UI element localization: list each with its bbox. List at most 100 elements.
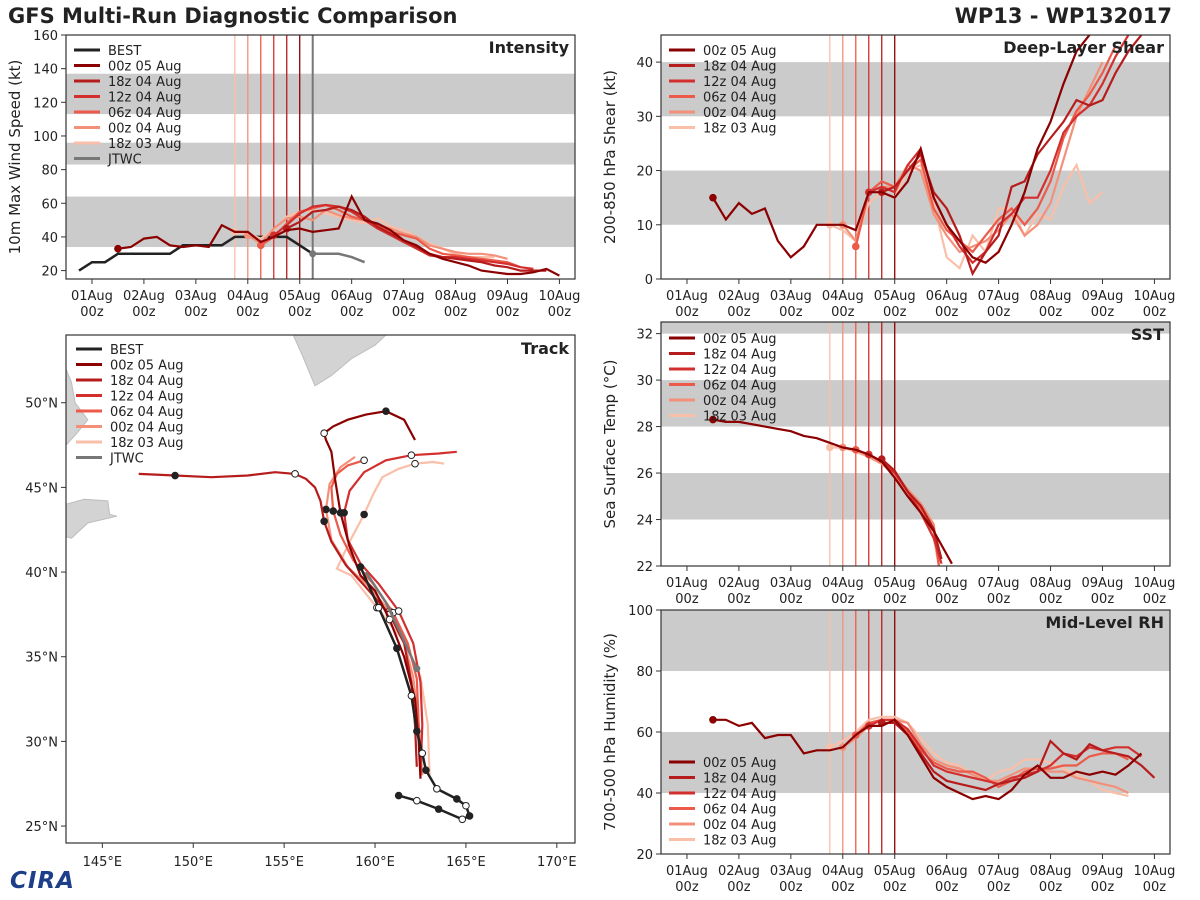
rh-title: Mid-Level RH bbox=[1045, 613, 1164, 632]
rh-init-point-0 bbox=[709, 716, 717, 724]
sst-ytick-label: 30 bbox=[636, 374, 653, 389]
track-point-2 bbox=[407, 451, 416, 460]
track-title: Track bbox=[521, 339, 569, 358]
rh-legend-label: 00z 04 Aug bbox=[703, 818, 777, 833]
track-point-5 bbox=[411, 459, 419, 468]
intensity-init-point-0 bbox=[114, 244, 122, 253]
track-panel: 25°N 30°N 35°N 40°N 45°N 50°N 145°E 150°E 155°E 1… bbox=[25, 334, 577, 870]
intensity-legend-label: 00z 04 Aug bbox=[108, 122, 182, 137]
shear-xtick-label: 08Aug bbox=[1030, 289, 1072, 304]
rh-xtick-sublabel: 00z bbox=[1091, 880, 1115, 895]
sst-series-0 bbox=[712, 418, 953, 565]
sst-xtick-label: 07Aug bbox=[978, 576, 1020, 591]
shear-legend-label: 12z 04 Aug bbox=[703, 75, 777, 90]
shear-xtick-sublabel: 00z bbox=[727, 305, 751, 320]
intensity-xtick-sublabel: 00z bbox=[496, 305, 520, 320]
track-xtick-label: 155°E bbox=[264, 855, 304, 870]
shear-legend-label: 18z 04 Aug bbox=[703, 60, 777, 75]
shear-xtick-label: 10Aug bbox=[1133, 289, 1175, 304]
rh-ytick-label: 100 bbox=[628, 604, 653, 619]
track-xtick-label: 165°E bbox=[446, 855, 486, 870]
shear-legend-label: 00z 04 Aug bbox=[703, 106, 777, 121]
rh-xtick-label: 08Aug bbox=[1030, 864, 1072, 879]
sst-xtick-sublabel: 00z bbox=[675, 592, 699, 607]
track-best-point bbox=[418, 749, 427, 758]
track-jtwc-point bbox=[413, 665, 421, 673]
shear-xtick-sublabel: 00z bbox=[675, 305, 699, 320]
track-best-point bbox=[458, 815, 467, 824]
sst-ytick-label: 22 bbox=[636, 560, 653, 575]
track-point-0 bbox=[320, 429, 328, 438]
sst-ytick-label: 32 bbox=[636, 328, 653, 343]
shear-band-0 bbox=[661, 170, 1170, 225]
track-best-point bbox=[356, 563, 365, 571]
sst-xtick-sublabel: 00z bbox=[987, 592, 1011, 607]
sst-xtick-sublabel: 00z bbox=[779, 592, 803, 607]
intensity-ytick-label: 40 bbox=[41, 231, 58, 246]
rh-plot-area bbox=[661, 610, 1170, 854]
rh-series-0 bbox=[712, 718, 1143, 801]
rh-xtick-sublabel: 00z bbox=[1039, 880, 1063, 895]
shear-xtick-sublabel: 00z bbox=[883, 305, 907, 320]
track-legend-label: 18z 04 Aug bbox=[110, 374, 184, 389]
rh-xtick-sublabel: 00z bbox=[1143, 880, 1167, 895]
track-point-5 bbox=[360, 510, 368, 519]
track-plot-area bbox=[66, 335, 474, 824]
sst-xtick-sublabel: 00z bbox=[1143, 592, 1167, 607]
intensity-ytick-label: 80 bbox=[41, 164, 58, 179]
intensity-xtick-sublabel: 00z bbox=[132, 305, 156, 320]
shear-xtick-label: 07Aug bbox=[978, 289, 1020, 304]
track-series-0 bbox=[322, 410, 422, 779]
track-xtick-label: 170°E bbox=[537, 855, 577, 870]
sst-xtick-label: 08Aug bbox=[1030, 576, 1072, 591]
track-best-point bbox=[453, 795, 461, 803]
rh-ytick-label: 60 bbox=[636, 726, 653, 741]
intensity-xtick-sublabel: 00z bbox=[548, 305, 572, 320]
track-jtwc-line bbox=[364, 571, 418, 670]
track-best-point bbox=[433, 785, 441, 793]
intensity-ytick-label: 20 bbox=[41, 265, 58, 280]
rh-xtick-label: 01Aug bbox=[666, 864, 708, 879]
shear-xtick-sublabel: 00z bbox=[1091, 305, 1115, 320]
sst-ytick-label: 24 bbox=[636, 514, 653, 529]
track-xtick-label: 150°E bbox=[173, 855, 213, 870]
shear-xtick-sublabel: 00z bbox=[987, 305, 1011, 320]
intensity-ylabel: 10m Max Wind Speed (kt) bbox=[6, 60, 24, 255]
shear-xtick-label: 05Aug bbox=[874, 289, 916, 304]
track-ytick-label: 30°N bbox=[25, 735, 58, 750]
sst-frame bbox=[660, 321, 1171, 567]
track-point-3 bbox=[360, 456, 368, 465]
shear-ytick-label: 0 bbox=[645, 273, 653, 288]
intensity-xtick-label: 06Aug bbox=[331, 289, 373, 304]
shear-legend-label: 18z 03 Aug bbox=[703, 122, 777, 137]
rh-xtick-sublabel: 00z bbox=[831, 880, 855, 895]
intensity-xtick-label: 10Aug bbox=[538, 289, 580, 304]
track-series-1 bbox=[138, 471, 418, 767]
shear-title: Deep-Layer Shear bbox=[1003, 38, 1164, 57]
intensity-series-1 bbox=[286, 205, 547, 272]
sst-legend-label: 00z 04 Aug bbox=[703, 394, 777, 409]
track-ytick-label: 50°N bbox=[25, 397, 58, 412]
track-best-point bbox=[462, 801, 470, 810]
shear-xtick-label: 04Aug bbox=[822, 289, 864, 304]
rh-band-1 bbox=[661, 610, 1170, 671]
cira-logo-text: CIRA bbox=[10, 868, 75, 894]
shear-xtick-label: 09Aug bbox=[1082, 289, 1124, 304]
intensity-xtick-label: 02Aug bbox=[123, 289, 165, 304]
intensity-band-2 bbox=[66, 73, 575, 115]
shear-xtick-label: 06Aug bbox=[926, 289, 968, 304]
sst-xtick-label: 10Aug bbox=[1133, 576, 1175, 591]
rh-xtick-label: 07Aug bbox=[978, 864, 1020, 879]
land-kamchatka bbox=[292, 335, 387, 387]
shear-xtick-sublabel: 00z bbox=[831, 305, 855, 320]
shear-legend-label: 06z 04 Aug bbox=[703, 91, 777, 106]
shear-xtick-label: 01Aug bbox=[666, 289, 708, 304]
rh-series-2 bbox=[868, 718, 1143, 786]
shear-init-point-0 bbox=[709, 193, 717, 202]
shear-plot-area bbox=[661, 35, 1170, 279]
sst-xtick-label: 03Aug bbox=[770, 576, 812, 591]
intensity-ytick-label: 140 bbox=[33, 63, 58, 78]
sst-xtick-label: 02Aug bbox=[718, 576, 760, 591]
sst-plot-area bbox=[661, 322, 1170, 566]
track-point-3 bbox=[329, 507, 338, 515]
